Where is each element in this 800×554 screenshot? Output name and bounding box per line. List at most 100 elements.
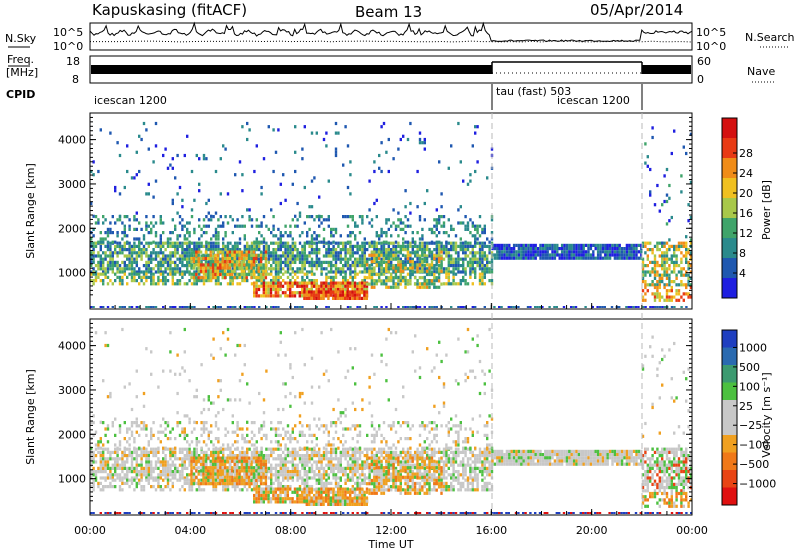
heatmap-cell (154, 254, 158, 258)
heatmap-cell (214, 306, 218, 308)
heatmap-cell (157, 460, 160, 464)
heatmap-cell (150, 463, 153, 467)
heatmap-cell (366, 241, 369, 245)
heatmap-cell (428, 454, 431, 458)
heatmap-cell (387, 270, 390, 274)
heatmap-cell (339, 267, 342, 271)
heatmap-cell (474, 131, 477, 135)
heatmap-cell (433, 450, 436, 454)
heatmap-cell (428, 254, 431, 258)
heatmap-cell (454, 282, 458, 286)
heatmap-cell (409, 121, 412, 126)
heatmap-cell (181, 260, 184, 264)
heatmap-cell (192, 256, 196, 261)
heatmap-cell (601, 247, 605, 251)
heatmap-cell (325, 473, 328, 477)
heatmap-cell (219, 215, 222, 219)
heatmap-cell (291, 281, 294, 285)
heatmap-cell (255, 276, 258, 280)
heatmap-cell (661, 306, 664, 308)
heatmap-cell (128, 450, 131, 454)
heatmap-cell (656, 285, 659, 290)
heatmap-cell (171, 473, 174, 477)
heatmap-cell (442, 251, 446, 255)
heatmap-cell (656, 306, 659, 308)
heatmap-cell (327, 476, 330, 480)
heatmap-cell (435, 279, 438, 283)
heatmap-cell (219, 224, 222, 228)
heatmap-cell (154, 450, 158, 454)
heatmap-cell (142, 473, 146, 477)
heatmap-cell (368, 272, 371, 277)
heatmap-cell (394, 227, 398, 231)
heatmap-cell (435, 463, 438, 467)
heatmap-cell (361, 218, 364, 222)
heatmap-cell (240, 256, 244, 261)
heatmap-cell (272, 306, 275, 308)
heatmap-cell (378, 450, 381, 454)
heatmap-cell (133, 466, 136, 470)
heatmap-cell (264, 276, 268, 280)
heatmap-cell (291, 275, 294, 279)
heatmap-cell (373, 454, 376, 458)
heatmap-cell (336, 293, 340, 297)
heatmap-cell (469, 179, 472, 183)
heatmap-cell (551, 256, 554, 260)
heatmap-cell (356, 264, 359, 268)
heatmap-cell (186, 450, 189, 454)
heatmap-cell (363, 237, 366, 241)
heatmap-cell (152, 466, 155, 470)
heatmap-cell (565, 243, 569, 247)
heatmap-cell (382, 244, 386, 248)
heatmap-cell (241, 173, 244, 177)
heatmap-cell (401, 260, 405, 264)
heatmap-cell (217, 454, 220, 458)
heatmap-cell (97, 251, 100, 255)
heatmap-cell (606, 256, 609, 260)
heatmap-cell (421, 248, 424, 252)
heatmap-cell (534, 253, 537, 257)
heatmap-cell (382, 450, 386, 454)
heatmap-cell (267, 272, 270, 276)
heatmap-cell (308, 240, 311, 244)
heatmap-cell (272, 224, 275, 228)
heatmap-cell (121, 231, 124, 235)
heatmap-cell (452, 227, 455, 231)
heatmap-cell (454, 251, 458, 255)
heatmap-cell (178, 476, 182, 480)
heatmap-cell (433, 476, 436, 480)
heatmap-cell (689, 254, 693, 258)
heatmap-cell (363, 264, 366, 268)
heatmap-cell (159, 270, 162, 274)
heatmap-cell (541, 247, 545, 251)
heatmap-cell (301, 251, 304, 255)
heatmap-cell (682, 145, 685, 149)
heatmap-cell (339, 466, 342, 470)
heatmap-cell (241, 450, 244, 454)
heatmap-cell (356, 290, 359, 294)
heatmap-cell (536, 253, 540, 257)
heatmap-cell (118, 466, 122, 470)
heatmap-cell (661, 264, 664, 268)
heatmap-cell (279, 248, 282, 252)
heatmap-cell (118, 251, 122, 255)
heatmap-cell (217, 218, 220, 222)
heatmap-cell (390, 460, 393, 464)
heatmap-cell (520, 253, 523, 257)
heatmap-cell (198, 279, 201, 283)
heatmap-cell (668, 248, 671, 252)
heatmap-cell (437, 260, 441, 264)
heatmap-cell (428, 263, 431, 267)
heatmap-cell (186, 244, 189, 248)
heatmap-cell (387, 218, 390, 222)
heatmap-cell (186, 457, 189, 461)
heatmap-cell (457, 282, 460, 286)
heatmap-cell (140, 137, 143, 142)
heatmap-cell (673, 129, 676, 133)
heatmap-cell (289, 254, 292, 258)
heatmap-cell (310, 450, 314, 454)
heatmap-cell (599, 256, 602, 260)
heatmap-cell (351, 447, 354, 451)
heatmap-cell (404, 224, 407, 228)
heatmap-cell (457, 257, 460, 261)
